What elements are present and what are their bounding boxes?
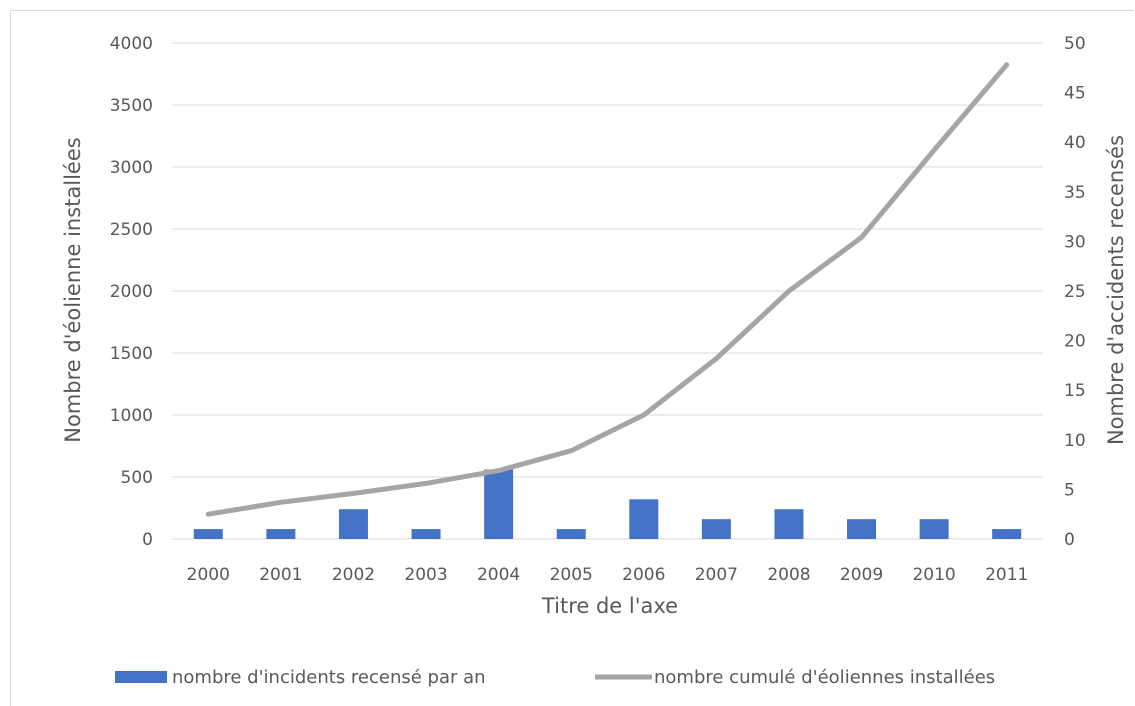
x-tick-label: 2011 <box>985 565 1028 585</box>
y2-tick-label: 15 <box>1064 381 1086 401</box>
x-tick-label: 2000 <box>187 565 230 585</box>
x-tick-label: 2002 <box>332 565 375 585</box>
bar <box>266 529 296 539</box>
bar <box>774 509 804 539</box>
bar <box>411 529 441 539</box>
legend-line-label: nombre cumulé d'éoliennes installées <box>654 667 995 688</box>
y-tick-label: 1000 <box>110 406 153 426</box>
right-axis-ticks: 0 5 10 15 20 25 30 35 40 45 50 <box>1064 34 1086 550</box>
x-axis-ticks: 2000 2001 2002 2003 2004 2005 2006 2007 2008 2009… <box>187 565 1029 585</box>
y-tick-label: 3500 <box>110 96 153 116</box>
y2-tick-label: 45 <box>1064 84 1086 104</box>
x-tick-label: 2006 <box>622 565 665 585</box>
bar <box>629 499 659 539</box>
bar <box>193 529 223 539</box>
y-tick-label: 500 <box>121 468 153 488</box>
x-tick-label: 2010 <box>912 565 955 585</box>
bar <box>701 519 731 539</box>
x-tick-label: 2009 <box>840 565 883 585</box>
legend-bar-swatch <box>115 671 167 683</box>
line-series <box>205 62 1010 517</box>
bar <box>556 529 586 539</box>
y2-tick-label: 30 <box>1064 232 1086 252</box>
y-tick-label: 0 <box>142 530 153 550</box>
y-tick-label: 2000 <box>110 282 153 302</box>
x-tick-label: 2008 <box>767 565 810 585</box>
series-line <box>205 62 1010 517</box>
y-tick-label: 1500 <box>110 344 153 364</box>
x-tick-label: 2007 <box>695 565 738 585</box>
bar <box>338 509 368 539</box>
bar <box>919 519 949 539</box>
left-axis-ticks: 0 500 1000 1500 2000 2500 3000 3500 4000 <box>110 34 153 550</box>
chart-frame <box>10 10 1134 706</box>
legend: nombre d'incidents recensé par an nombre… <box>115 667 995 688</box>
y2-tick-label: 35 <box>1064 183 1086 203</box>
y-axis-title: Nombre d'éolienne installées <box>61 137 85 442</box>
y2-tick-label: 20 <box>1064 332 1086 352</box>
y-tick-label: 3000 <box>110 158 153 178</box>
y2-tick-label: 5 <box>1064 480 1075 500</box>
x-tick-label: 2003 <box>404 565 447 585</box>
gridlines <box>172 42 1043 540</box>
y-tick-label: 2500 <box>110 220 153 240</box>
x-tick-label: 2004 <box>477 565 520 585</box>
x-axis-title: Titre de l'axe <box>541 594 678 618</box>
bar <box>484 469 514 539</box>
y2-tick-label: 0 <box>1064 530 1075 550</box>
x-tick-label: 2005 <box>550 565 593 585</box>
x-tick-label: 2001 <box>259 565 302 585</box>
y2-tick-label: 10 <box>1064 431 1086 451</box>
y2-axis-title: Nombre d'accidents recensés <box>1104 135 1128 445</box>
bar-series <box>193 469 1022 539</box>
y-tick-label: 4000 <box>110 34 153 54</box>
y2-tick-label: 25 <box>1064 282 1086 302</box>
bar <box>992 529 1022 539</box>
legend-bar-label: nombre d'incidents recensé par an <box>172 667 486 688</box>
bar <box>847 519 877 539</box>
y2-tick-label: 40 <box>1064 133 1086 153</box>
y2-tick-label: 50 <box>1064 34 1086 54</box>
